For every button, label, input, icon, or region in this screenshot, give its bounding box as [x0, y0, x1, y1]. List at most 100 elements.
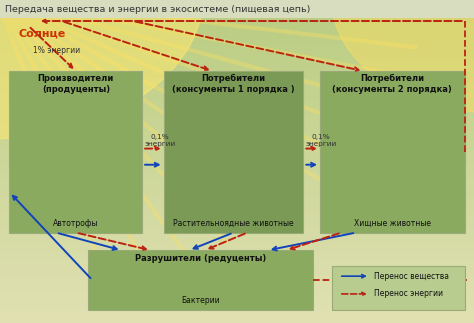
Bar — [0, 45, 474, 48]
Bar — [0, 284, 474, 287]
Bar — [0, 3, 474, 6]
Bar — [0, 97, 474, 100]
Bar — [0, 210, 474, 213]
Bar — [0, 90, 474, 94]
Bar — [0, 320, 474, 323]
Bar — [0, 139, 474, 142]
Bar — [0, 220, 474, 223]
Bar — [0, 310, 474, 313]
FancyBboxPatch shape — [9, 71, 142, 233]
Bar — [0, 291, 474, 294]
Bar — [0, 120, 474, 123]
Bar — [0, 58, 474, 61]
FancyBboxPatch shape — [164, 71, 303, 233]
Bar — [0, 6, 474, 10]
Bar — [0, 23, 474, 26]
Bar — [0, 29, 474, 32]
Bar — [0, 84, 474, 87]
Bar — [0, 300, 474, 304]
Bar — [0, 265, 474, 268]
Bar — [0, 200, 474, 203]
Bar — [0, 107, 474, 110]
Bar — [0, 197, 474, 200]
Bar — [0, 87, 474, 90]
Bar — [0, 249, 474, 252]
Bar — [0, 149, 474, 152]
Bar — [0, 229, 474, 233]
Bar — [0, 55, 474, 58]
Bar — [0, 262, 474, 265]
Bar — [0, 132, 474, 136]
Bar — [0, 239, 474, 242]
Bar — [0, 287, 474, 291]
Bar — [0, 275, 474, 278]
Text: Перенос вещества: Перенос вещества — [374, 272, 449, 281]
Circle shape — [0, 0, 204, 139]
Bar — [0, 233, 474, 236]
Text: Автотрофы: Автотрофы — [53, 219, 99, 228]
Bar — [0, 81, 474, 84]
Bar — [0, 297, 474, 300]
Bar — [0, 16, 474, 19]
Text: Передача вещества и энергии в экосистеме (пищевая цепь): Передача вещества и энергии в экосистеме… — [5, 5, 310, 14]
Bar — [0, 48, 474, 52]
Bar — [0, 255, 474, 258]
Bar — [0, 278, 474, 281]
Bar — [0, 252, 474, 255]
Text: Перенос энергии: Перенос энергии — [374, 289, 444, 298]
Bar — [0, 74, 474, 78]
Bar — [0, 129, 474, 132]
Bar — [0, 39, 474, 42]
Bar — [0, 10, 474, 13]
Bar — [0, 187, 474, 191]
Bar — [0, 258, 474, 262]
Bar — [0, 191, 474, 194]
Bar — [0, 94, 474, 97]
Bar — [0, 207, 474, 210]
Bar — [0, 181, 474, 184]
Bar — [0, 26, 474, 29]
Bar — [0, 313, 474, 317]
Bar — [0, 271, 474, 275]
Text: Разрушители (редуценты): Разрушители (редуценты) — [135, 254, 266, 263]
Bar — [0, 294, 474, 297]
Bar — [0, 52, 474, 55]
Bar — [0, 184, 474, 187]
Bar — [0, 142, 474, 145]
Bar — [0, 71, 474, 74]
Bar — [0, 113, 474, 116]
Bar — [0, 126, 474, 129]
Bar — [0, 203, 474, 207]
Bar — [0, 317, 474, 320]
Bar — [0, 78, 474, 81]
Bar — [0, 162, 474, 165]
Text: Растительноядные животные: Растительноядные животные — [173, 219, 294, 228]
Bar — [0, 68, 474, 71]
Bar — [0, 0, 474, 18]
Bar — [0, 19, 474, 23]
Bar — [0, 116, 474, 120]
Bar — [0, 245, 474, 249]
Bar — [0, 32, 474, 36]
Bar — [0, 226, 474, 229]
Bar — [0, 165, 474, 168]
Bar — [0, 223, 474, 226]
Bar — [0, 213, 474, 216]
Text: 0,1%
энергии: 0,1% энергии — [145, 134, 176, 147]
Bar — [0, 236, 474, 239]
Bar — [0, 168, 474, 171]
Bar — [0, 145, 474, 149]
Text: Бактерии: Бактерии — [181, 296, 219, 305]
Text: Хищные животные: Хищные животные — [354, 219, 431, 228]
Circle shape — [332, 0, 474, 113]
Text: Потребители
(консументы 2 порядка): Потребители (консументы 2 порядка) — [332, 74, 452, 94]
Bar — [0, 216, 474, 220]
Bar — [0, 110, 474, 113]
Bar — [0, 0, 474, 3]
Bar — [0, 307, 474, 310]
Bar — [0, 242, 474, 245]
Text: Солнце: Солнце — [19, 29, 66, 39]
Bar — [0, 13, 474, 16]
Bar — [0, 304, 474, 307]
Bar — [0, 123, 474, 126]
